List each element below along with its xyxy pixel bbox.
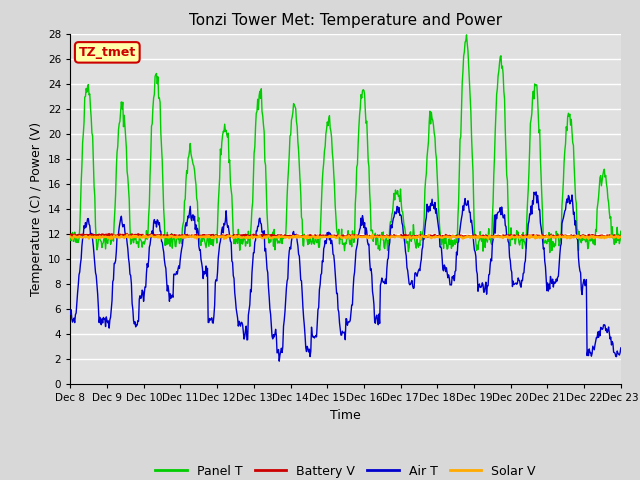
Text: TZ_tmet: TZ_tmet (79, 46, 136, 59)
X-axis label: Time: Time (330, 408, 361, 421)
Title: Tonzi Tower Met: Temperature and Power: Tonzi Tower Met: Temperature and Power (189, 13, 502, 28)
Legend: Panel T, Battery V, Air T, Solar V: Panel T, Battery V, Air T, Solar V (150, 460, 541, 480)
Y-axis label: Temperature (C) / Power (V): Temperature (C) / Power (V) (29, 122, 43, 296)
